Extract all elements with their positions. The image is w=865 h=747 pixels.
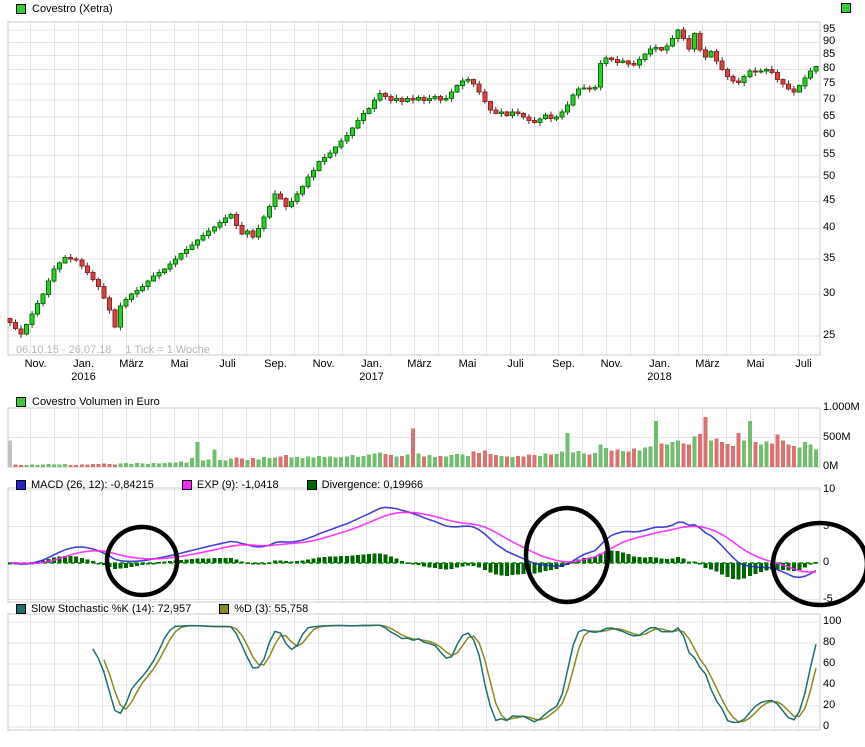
price-y-tick: 80 <box>823 62 836 75</box>
stoch-d-legend-item: %D (3): 55,758 <box>219 603 308 615</box>
macd-y-tick: -5 <box>823 592 833 605</box>
x-axis-month-label: März <box>119 358 144 370</box>
macd-divergence-histogram <box>8 550 818 580</box>
x-axis-month-label: Juli <box>219 358 236 370</box>
volume-bars <box>8 416 818 468</box>
price-y-tick: 70 <box>823 92 836 105</box>
x-axis-month-label: Nov. <box>24 358 47 370</box>
x-axis-month-label: Juli <box>507 358 524 370</box>
volume-y-tick: 0M <box>823 460 839 472</box>
x-axis-month-label: Nov. <box>600 358 623 370</box>
x-axis-month-label: Sep. <box>552 358 575 370</box>
x-axis-year-label: 2017 <box>359 371 384 383</box>
price-y-tick: 55 <box>823 148 836 161</box>
candle-wicks <box>9 27 817 338</box>
annotation-circles <box>104 505 865 608</box>
volume-series-swatch <box>16 397 26 407</box>
stochastic-legend: Slow Stochastic %K (14): 72,957 %D (3): … <box>16 603 330 615</box>
stoch-k-legend-item: Slow Stochastic %K (14): 72,957 <box>16 603 191 615</box>
macd-y-tick: 5 <box>823 519 830 532</box>
x-axis-month-label: Jan. <box>649 358 670 370</box>
x-axis-year-label: 2018 <box>647 371 672 383</box>
x-axis-month-label: Jan. <box>73 358 94 370</box>
volume-y-tick: 500M <box>823 430 851 443</box>
exp-line-legend-item: EXP (9): -1,0418 <box>181 479 279 491</box>
price-y-tick: 90 <box>823 35 836 48</box>
tick-interval-label: 1 Tick = 1 Woche <box>125 344 210 356</box>
volume-legend-label: Covestro Volumen in Euro <box>32 396 160 408</box>
price-y-tick: 95 <box>823 23 836 35</box>
price-y-tick: 35 <box>823 251 836 264</box>
divergence-series-swatch <box>306 480 317 490</box>
price-y-tick: 30 <box>823 287 836 300</box>
x-axis-month-label: März <box>407 358 432 370</box>
macd-legend: MACD (26, 12): -0,84215 EXP (9): -1,0418… <box>16 479 445 491</box>
macd-lines <box>9 506 817 579</box>
grid-lines <box>8 22 820 730</box>
price-y-tick: 75 <box>823 77 836 90</box>
stoch-d-legend-label: %D (3): 55,758 <box>234 603 309 615</box>
price-y-tick: 60 <box>823 128 836 141</box>
stoch-y-tick: 80 <box>823 636 836 648</box>
price-y-tick: 65 <box>823 109 836 122</box>
stochastic-lines <box>92 624 817 724</box>
macd-y-tick: 0 <box>823 556 830 568</box>
x-axis-month-label: Sep. <box>264 358 287 370</box>
x-axis-month-label: Mai <box>458 358 477 370</box>
exp-signal-line <box>9 511 817 573</box>
chart-settings-icon[interactable] <box>841 3 851 13</box>
price-y-tick: 50 <box>823 170 836 183</box>
macd-legend-label: MACD (26, 12): -0,84215 <box>31 479 154 491</box>
date-range-label: 06.10.15 - 26.07.18 <box>16 344 112 356</box>
macd-y-tick: 10 <box>823 483 836 495</box>
stoch-y-tick: 0 <box>823 720 830 732</box>
stoch-y-tick: 100 <box>823 615 842 627</box>
x-axis-month-label: März <box>695 358 720 370</box>
volume-y-tick: 1.000M <box>823 401 860 413</box>
stoch-y-tick: 20 <box>823 699 836 711</box>
stoch-y-tick: 40 <box>823 678 836 690</box>
stoch-k-legend-label: Slow Stochastic %K (14): 72,957 <box>31 603 192 615</box>
x-axis-month-label: Mai <box>170 358 189 370</box>
price-y-tick: 40 <box>823 221 836 234</box>
x-axis-month-label: Mai <box>746 358 765 370</box>
price-y-tick: 45 <box>823 194 836 207</box>
stoch-k-series-swatch <box>16 604 26 614</box>
x-axis-month-label: Jan. <box>361 358 382 370</box>
x-axis-month-label: Nov. <box>312 358 335 370</box>
price-info-text: 06.10.15 - 26.07.18 1 Tick = 1 Woche <box>16 344 224 356</box>
divergence-legend-label: Divergence: 0,19966 <box>321 479 424 491</box>
price-candles <box>7 29 819 335</box>
x-axis-month-label: Juli <box>795 358 812 370</box>
price-legend: Covestro (Xetra) <box>16 3 113 15</box>
price-series-swatch <box>16 4 26 14</box>
price-legend-label: Covestro (Xetra) <box>32 3 113 15</box>
divergence-legend-item: Divergence: 0,19966 <box>306 479 424 491</box>
volume-legend: Covestro Volumen in Euro <box>16 396 160 408</box>
stoch-d-series-swatch <box>219 604 230 614</box>
macd-line <box>9 506 817 579</box>
stoch-y-tick: 60 <box>823 657 836 669</box>
price-y-tick: 25 <box>823 329 836 341</box>
price-y-tick: 85 <box>823 48 836 61</box>
macd-series-swatch <box>16 480 26 490</box>
exp-legend-label: EXP (9): -1,0418 <box>196 479 279 491</box>
exp-series-swatch <box>181 480 192 490</box>
macd-line-legend-item: MACD (26, 12): -0,84215 <box>16 479 154 491</box>
stoch-k-line <box>92 624 817 724</box>
x-axis-year-label: 2016 <box>71 371 96 383</box>
